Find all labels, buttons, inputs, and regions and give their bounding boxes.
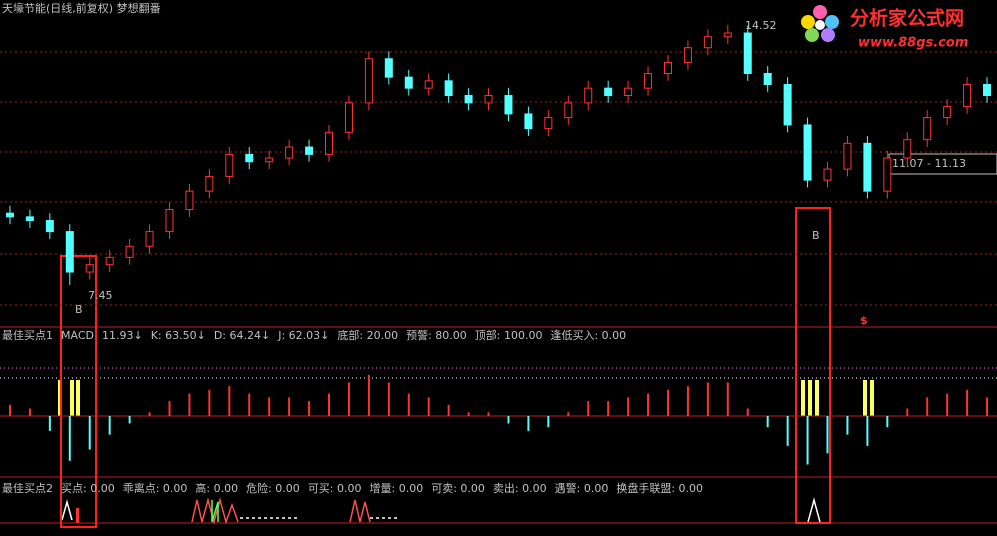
candle-body (25, 216, 34, 222)
legend-item: 买点: 0.00 (61, 482, 115, 495)
candle-body (663, 61, 672, 74)
candle-body (125, 245, 134, 258)
legend-item: 最佳买点1 (2, 328, 53, 342)
candle-body (464, 95, 473, 104)
candle-body (703, 36, 712, 49)
legend-item: 11.93↓ (102, 329, 143, 342)
candle-body (604, 87, 613, 97)
candle-body (803, 124, 812, 181)
candle-body (763, 72, 772, 86)
candle-body (85, 264, 94, 273)
legend-item: 高: 0.00 (195, 481, 238, 495)
logo-url: www.88gs.com (858, 36, 968, 51)
candle-body (683, 47, 692, 63)
candle-body (863, 142, 872, 192)
highlight-box (795, 207, 831, 524)
legend-item: 底部: 20.00 (337, 328, 398, 342)
legend-item: 最佳买点2 (2, 481, 53, 495)
buy-marker: B (812, 229, 820, 242)
candle-body (983, 84, 992, 97)
high-label: 14.52 (745, 19, 777, 32)
range-label: 11.07 - 11.13 (892, 157, 966, 170)
logo-name: 分析家公式网 (850, 7, 964, 30)
candle-body (225, 153, 234, 177)
candle-body (165, 209, 174, 233)
candle-body (783, 84, 792, 126)
legend-item: 可买: 0.00 (308, 482, 362, 495)
candle-body (285, 146, 294, 159)
candle-body (145, 231, 154, 247)
candle-body (484, 95, 493, 104)
legend-item: 可卖: 0.00 (431, 482, 485, 495)
candle-body (624, 87, 633, 97)
candle-body (185, 190, 194, 211)
low-label: 7.45 (88, 289, 113, 302)
candle-body (65, 231, 74, 273)
legend-item: J: 62.03↓ (277, 329, 329, 342)
candle-body (584, 87, 593, 104)
candle-body (344, 102, 353, 133)
candle-body (903, 139, 912, 159)
candle-body (823, 168, 832, 181)
candle-body (245, 153, 254, 163)
legend-item: 卖出: 0.00 (493, 481, 547, 495)
marker: $ (860, 314, 868, 327)
candle-body (524, 113, 533, 130)
candle-body (544, 117, 553, 130)
legend-item: 遇警: 0.00 (555, 481, 609, 495)
candle-body (205, 175, 214, 192)
candle-body (504, 95, 513, 115)
candle-body (384, 58, 393, 78)
candle-body (943, 106, 952, 119)
candle-body (5, 212, 14, 218)
title: 天壕节能(日线,前复权) 梦想翻番 (2, 1, 161, 15)
legend-item: 换盘手联盟: 0.00 (616, 481, 703, 495)
legend-item: 逢低买入: 0.00 (550, 329, 626, 342)
legend-item: 顶部: 100.00 (475, 328, 543, 342)
highlight-box (60, 255, 97, 528)
buy-marker: B (75, 303, 83, 316)
signal-shapes (61, 497, 821, 525)
candle-body (424, 80, 433, 89)
candle-body (305, 146, 314, 155)
candle-body (265, 157, 274, 163)
legend-item: 危险: 0.00 (246, 481, 300, 495)
candle-body (564, 102, 573, 119)
candle-body (723, 32, 732, 38)
legend-item: MACD (61, 329, 94, 342)
legend-item: K: 63.50↓ (151, 329, 206, 342)
candle-body (644, 72, 653, 89)
candle-body (743, 32, 752, 74)
candle-body (45, 220, 54, 233)
candle-body (404, 76, 413, 89)
candle-body (444, 80, 453, 97)
logo-icon (801, 5, 839, 42)
candle-body (923, 117, 932, 141)
candle-body (963, 84, 972, 108)
legend-item: 预警: 80.00 (406, 328, 467, 342)
candle-body (883, 157, 892, 192)
legend-item: 增量: 0.00 (370, 481, 424, 495)
candle-body (325, 131, 334, 155)
candle-body (364, 58, 373, 104)
buy-highlights (58, 380, 874, 416)
candle-body (843, 142, 852, 170)
candle-body (105, 256, 114, 266)
legend-item: D: 64.24↓ (214, 329, 270, 342)
legend-item: 乖离点: 0.00 (123, 481, 188, 495)
